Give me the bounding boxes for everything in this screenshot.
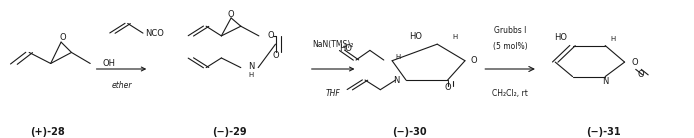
Text: H: H: [611, 36, 616, 42]
Text: N: N: [248, 62, 255, 71]
Text: O: O: [638, 70, 645, 79]
Text: ether: ether: [111, 81, 132, 90]
Text: NaN(TMS)₂: NaN(TMS)₂: [312, 40, 354, 49]
Text: HO: HO: [554, 33, 567, 43]
Text: O: O: [228, 10, 235, 19]
Text: O: O: [59, 33, 66, 43]
Text: (−)-30: (−)-30: [392, 128, 427, 137]
Text: O: O: [471, 56, 477, 65]
Text: OH: OH: [103, 59, 116, 68]
Text: H: H: [452, 34, 458, 40]
Text: NCO: NCO: [145, 29, 164, 38]
Text: O: O: [632, 58, 638, 67]
Text: O: O: [444, 83, 451, 92]
Text: N: N: [393, 75, 399, 85]
Text: CH₂Cl₂, rt: CH₂Cl₂, rt: [492, 89, 528, 98]
Text: Grubbs I: Grubbs I: [494, 26, 526, 35]
Text: H: H: [396, 54, 401, 60]
Text: O: O: [267, 31, 274, 40]
Text: THF: THF: [325, 89, 341, 98]
Text: HO: HO: [409, 32, 422, 41]
Text: (+)-28: (+)-28: [30, 128, 65, 137]
Text: (5 mol%): (5 mol%): [493, 42, 527, 51]
Text: (−)-31: (−)-31: [586, 128, 621, 137]
Text: N: N: [602, 77, 609, 86]
Text: H: H: [248, 72, 254, 78]
Text: O: O: [272, 51, 279, 60]
Text: HO: HO: [339, 44, 353, 53]
Text: (−)-29: (−)-29: [212, 128, 246, 137]
